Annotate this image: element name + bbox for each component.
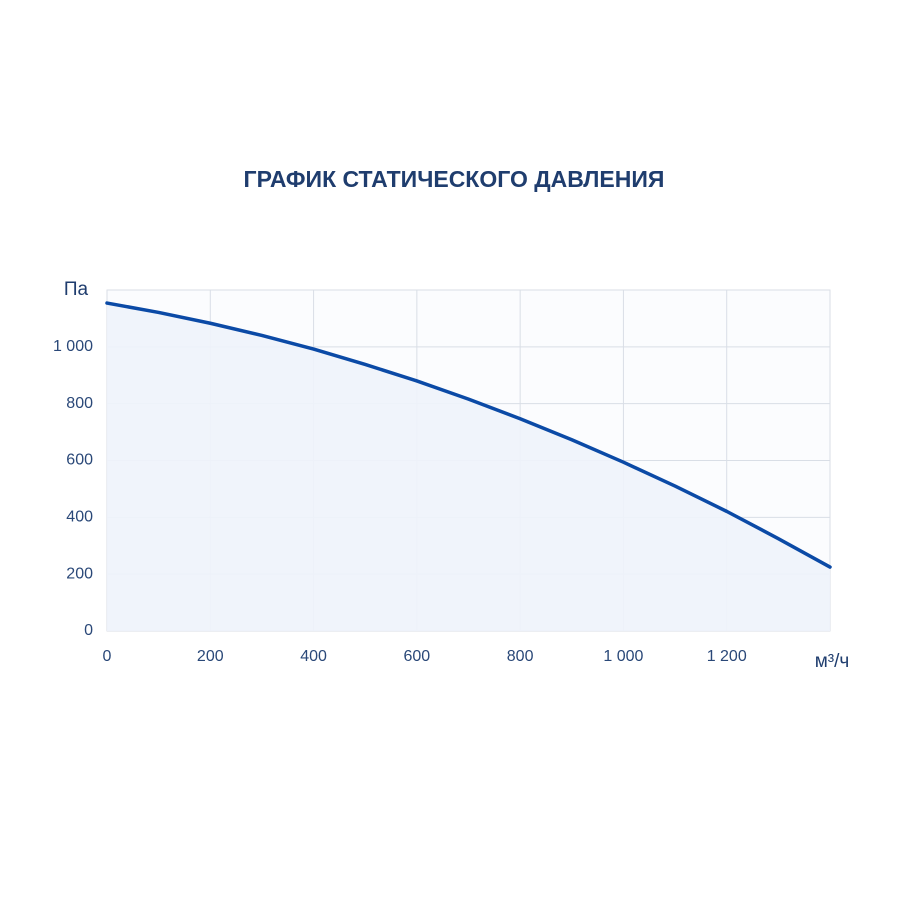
line [105, 301, 832, 569]
x-axis-label: м³/ч [815, 651, 850, 672]
y-tick-label: 200 [66, 565, 93, 582]
x-tick-label: 1 200 [707, 648, 747, 665]
area-fill [107, 303, 830, 631]
y-tick-label: 400 [66, 509, 93, 526]
y-tick-label: 1 000 [53, 338, 93, 355]
x-tick-label: 200 [197, 648, 224, 665]
y-axis-label: Па [64, 279, 89, 300]
x-tick-label: 400 [300, 648, 327, 665]
x-tick-label: 600 [404, 648, 431, 665]
x-tick-label: 800 [507, 648, 534, 665]
x-tick-label: 1 000 [603, 648, 643, 665]
x-tick-label: 0 [103, 648, 112, 665]
y-tick-label: 600 [66, 452, 93, 469]
y-tick-label: 800 [66, 395, 93, 412]
chart-title: ГРАФИК СТАТИЧЕСКОГО ДАВЛЕНИЯ [244, 166, 665, 192]
y-tick-label: 0 [84, 622, 93, 639]
